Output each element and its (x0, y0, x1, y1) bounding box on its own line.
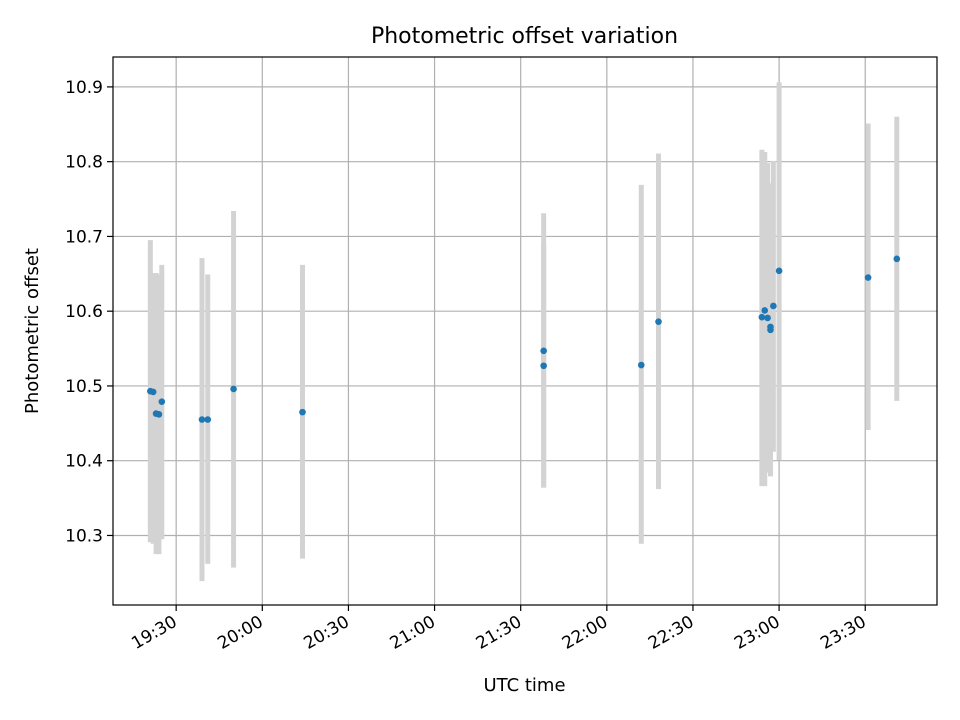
plot-frame (112, 56, 938, 606)
y-axis-ticks: 10.3 10.4 10.5 10.6 10.7 10.8 10.9 (65, 78, 113, 546)
data-point (540, 347, 547, 355)
y-tick-label: 10.9 (65, 78, 103, 98)
data-point (761, 307, 769, 314)
data-point (770, 302, 777, 310)
data-point (767, 323, 774, 331)
data-point (155, 411, 163, 418)
y-tick-label: 10.3 (65, 526, 103, 546)
data-point (204, 416, 212, 423)
data-point (158, 398, 166, 405)
data-point (775, 267, 783, 275)
data-point (198, 416, 206, 423)
data-point (637, 361, 645, 369)
data-point (764, 314, 771, 322)
grid (113, 57, 937, 605)
data-point (893, 255, 901, 263)
y-tick-label: 10.6 (65, 302, 103, 322)
y-axis-label: Photometric offset (22, 248, 43, 414)
data-point (230, 385, 237, 393)
data-point (540, 362, 547, 370)
y-tick-label: 10.8 (65, 153, 103, 173)
data-point (864, 274, 872, 281)
data-points (147, 255, 901, 423)
data-point (149, 388, 157, 396)
data-point (299, 408, 306, 416)
y-tick-label: 10.4 (65, 452, 103, 472)
y-tick-label: 10.5 (65, 377, 103, 397)
data-point (758, 313, 766, 321)
data-point (655, 318, 662, 325)
y-tick-label: 10.7 (65, 227, 103, 247)
chart-title: Photometric offset variation (371, 24, 678, 49)
x-axis-label: UTC time (483, 675, 565, 696)
